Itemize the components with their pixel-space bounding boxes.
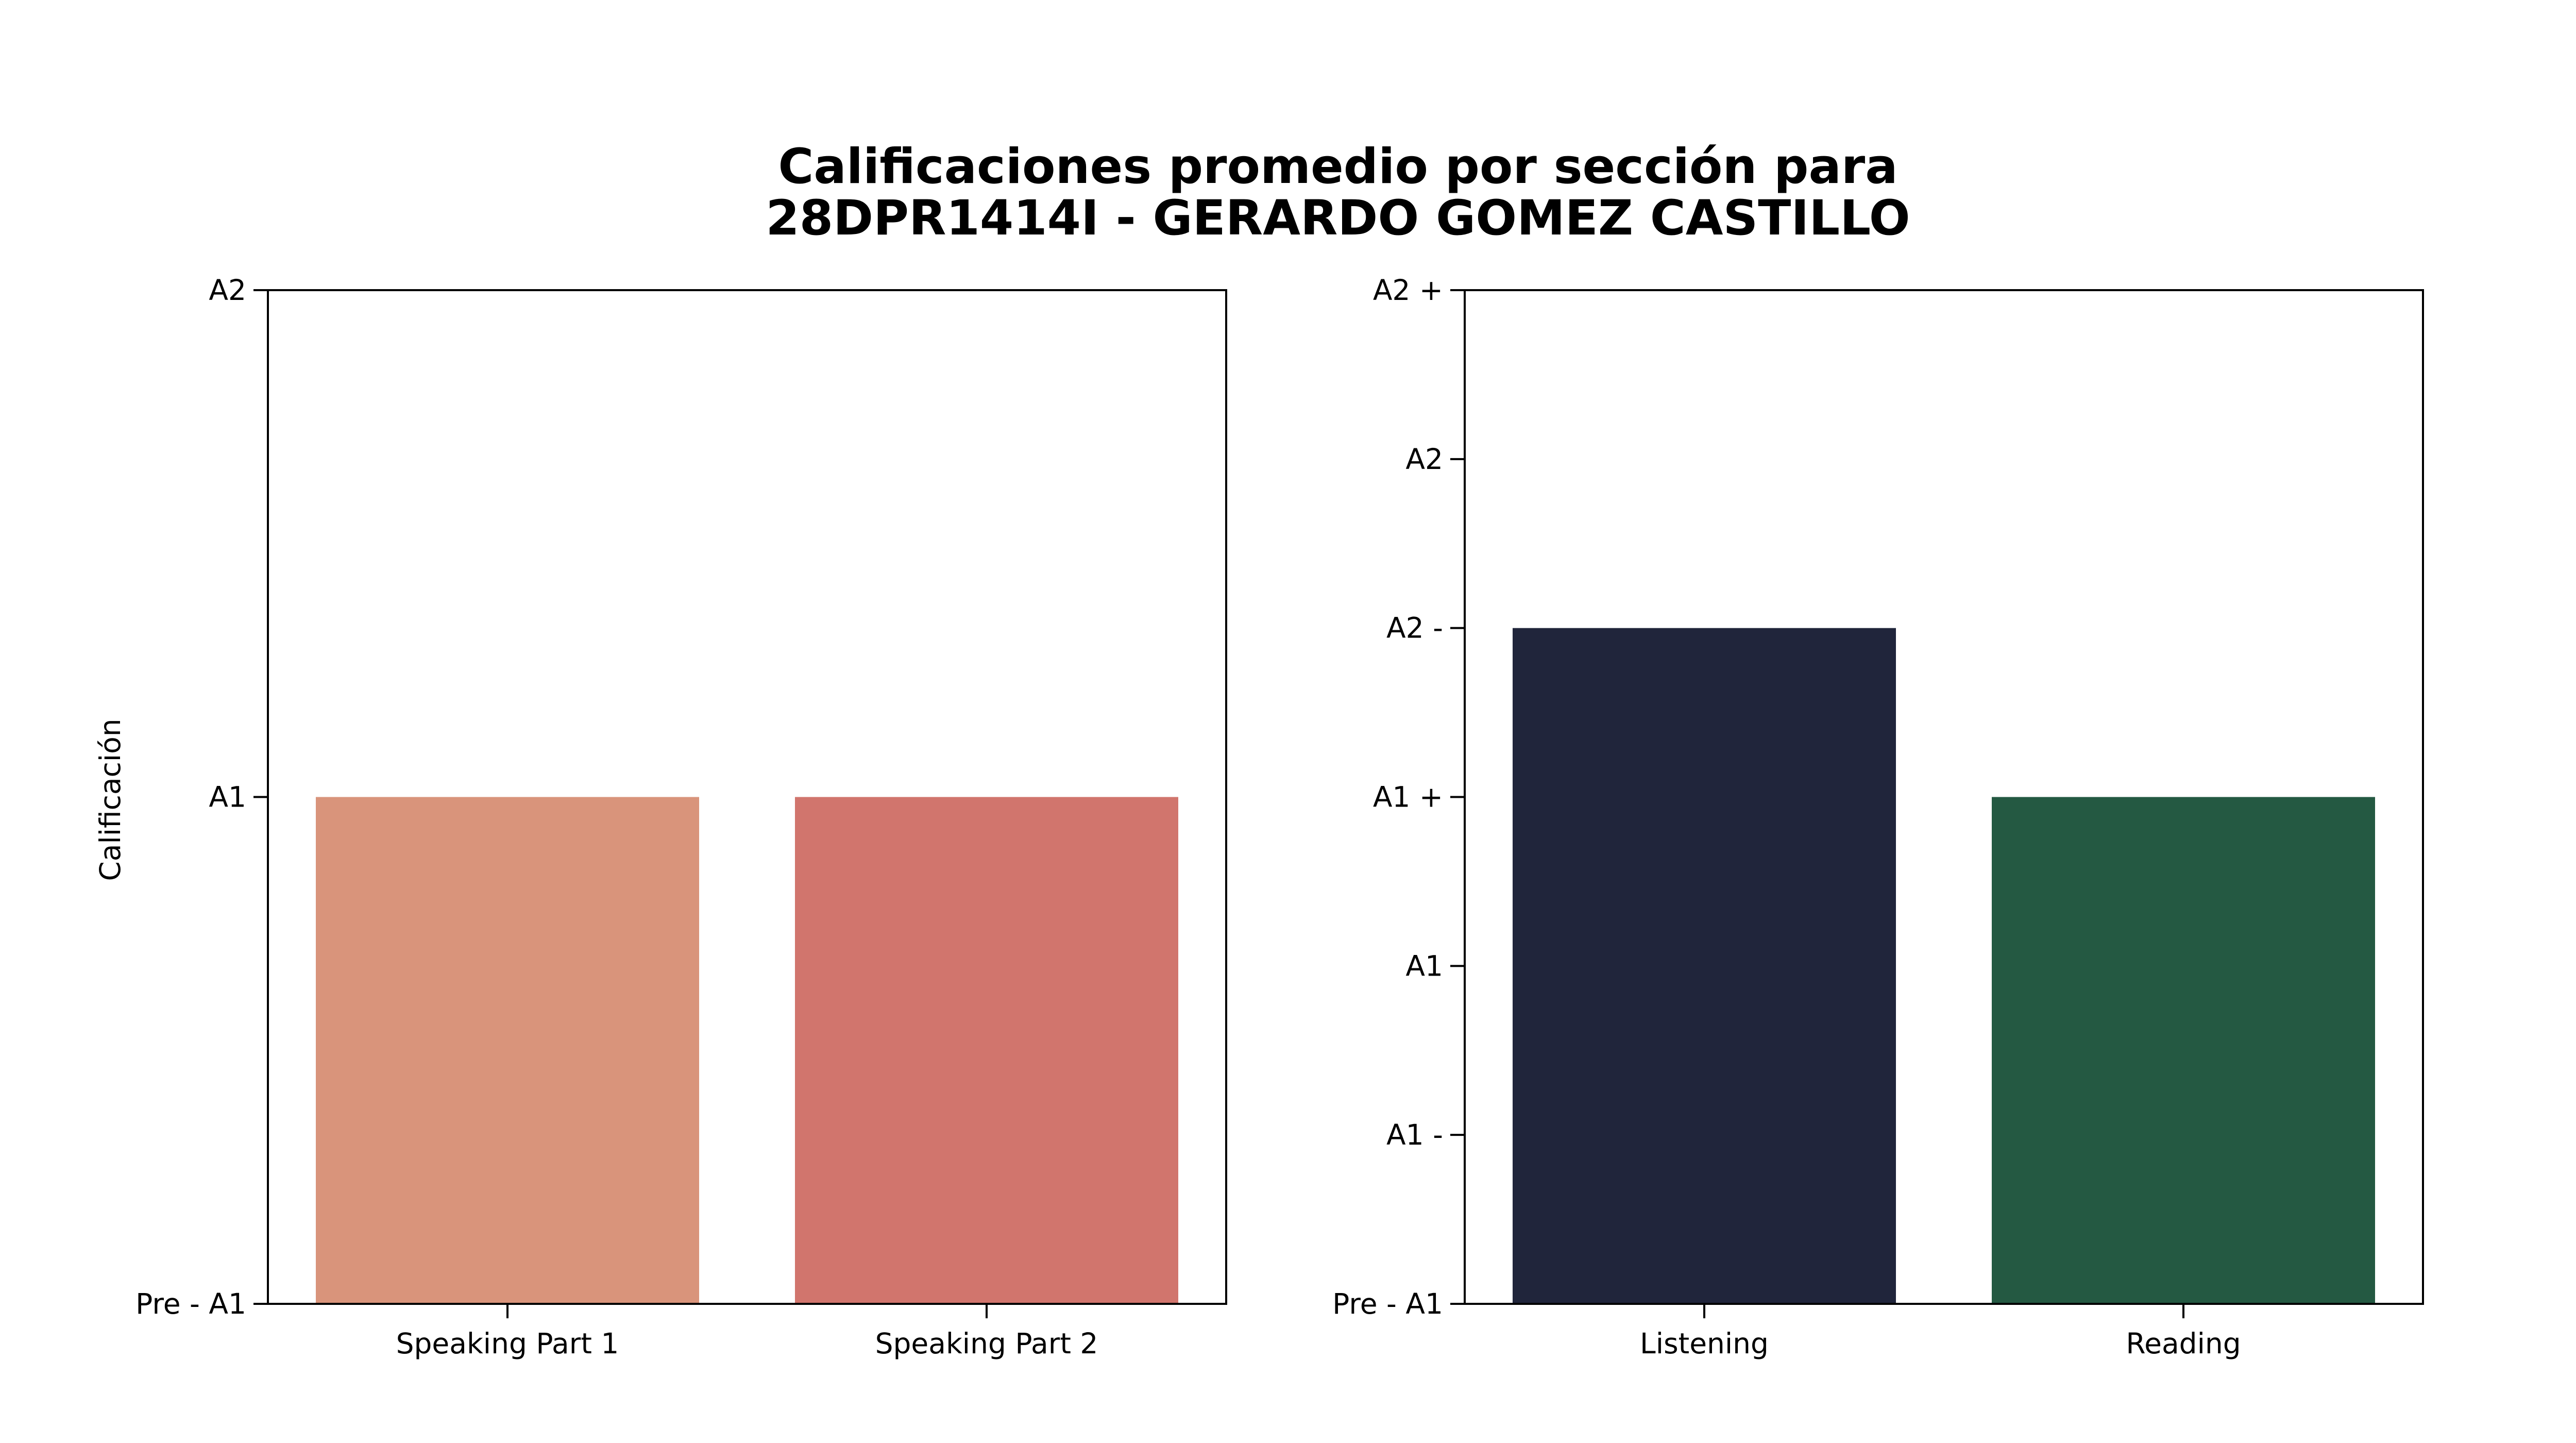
x-tick-label: Listening xyxy=(1640,1327,1769,1360)
bar-listening xyxy=(1513,628,1896,1304)
bar-reading xyxy=(1992,797,2375,1304)
chart-title-line-2: 28DPR1414I - GERARDO GOMEZ CASTILLO xyxy=(766,190,1910,246)
bar-speaking-part-1 xyxy=(316,797,699,1304)
y-tick-label: Pre - A1 xyxy=(135,1287,246,1320)
y-tick-label: A2 + xyxy=(1373,274,1443,307)
bar-speaking-part-2 xyxy=(795,797,1178,1304)
chart-title-line-1: Calificaciones promedio por sección para xyxy=(778,139,1897,195)
x-tick-label: Speaking Part 2 xyxy=(875,1327,1098,1360)
y-tick-label: A2 - xyxy=(1386,612,1443,645)
y-tick-label: A1 + xyxy=(1373,781,1443,814)
x-tick-label: Reading xyxy=(2126,1327,2241,1360)
left-panel-speaking: Pre - A1 A1 A2 Speaking Part 1 Speaking Part… xyxy=(135,274,1227,1360)
right-panel-listening-reading: Pre - A1 A1 - A1 A1 + A2 - A2 A2 + Listening Rea… xyxy=(1332,274,2424,1360)
y-tick-label: A2 xyxy=(209,274,246,307)
y-tick-label: A2 xyxy=(1405,443,1443,476)
y-tick-label: A1 xyxy=(1405,949,1443,982)
y-axis-label: Calificación xyxy=(94,718,127,881)
x-tick-label: Speaking Part 1 xyxy=(396,1327,619,1360)
y-tick-label: A1 xyxy=(209,781,246,814)
y-tick-label: A1 - xyxy=(1386,1118,1443,1151)
y-tick-label: Pre - A1 xyxy=(1332,1287,1443,1320)
